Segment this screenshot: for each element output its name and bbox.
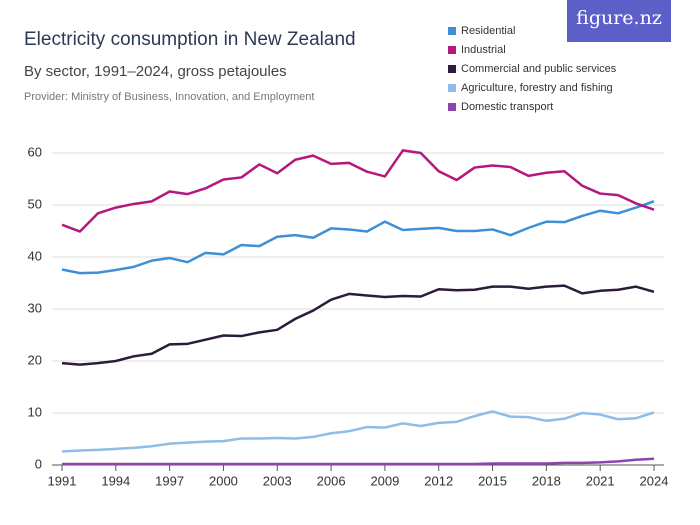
y-tick-label: 30	[28, 300, 42, 315]
x-tick-label: 2021	[586, 473, 615, 488]
x-tick-label: 2024	[640, 473, 669, 488]
provider: Provider: Ministry of Business, Innovati…	[24, 91, 314, 103]
legend-swatch	[448, 103, 456, 111]
series-line	[62, 457, 655, 466]
series-line	[61, 200, 655, 275]
legend-label: Residential	[461, 25, 515, 37]
x-tick-label: 2009	[370, 473, 399, 488]
logo: figure.nz	[576, 7, 662, 29]
x-tick-label: 1994	[101, 473, 130, 488]
logo-box	[567, 0, 671, 42]
subtitle: By sector, 1991–2024, gross petajoules	[24, 63, 287, 80]
x-tick-label: 2003	[263, 473, 292, 488]
x-tick-label: 1991	[48, 473, 77, 488]
x-tick-label: 2015	[478, 473, 507, 488]
x-tick-label: 2000	[209, 473, 238, 488]
y-tick-label: 20	[28, 352, 42, 367]
y-tick-label: 60	[28, 144, 42, 159]
legend-swatch	[448, 65, 456, 73]
y-tick-label: 0	[35, 456, 42, 471]
legend-label: Agriculture, forestry and fishing	[461, 82, 613, 94]
legend-label: Industrial	[461, 44, 506, 56]
series-line	[61, 284, 655, 366]
legend-label: Commercial and public services	[461, 63, 617, 75]
legend-label: Domestic transport	[461, 101, 553, 113]
legend-swatch	[448, 84, 456, 92]
legend-swatch	[448, 46, 456, 54]
y-tick-label: 10	[28, 404, 42, 419]
chart-title: Electricity consumption in New Zealand	[24, 29, 356, 50]
series-line	[61, 149, 655, 233]
x-tick-label: 2006	[317, 473, 346, 488]
x-tick-label: 2012	[424, 473, 453, 488]
x-tick-label: 1997	[155, 473, 184, 488]
y-tick-label: 40	[28, 248, 42, 263]
series-line	[61, 410, 655, 453]
y-tick-label: 50	[28, 196, 42, 211]
legend-swatch	[448, 27, 456, 35]
x-tick-label: 2018	[532, 473, 561, 488]
